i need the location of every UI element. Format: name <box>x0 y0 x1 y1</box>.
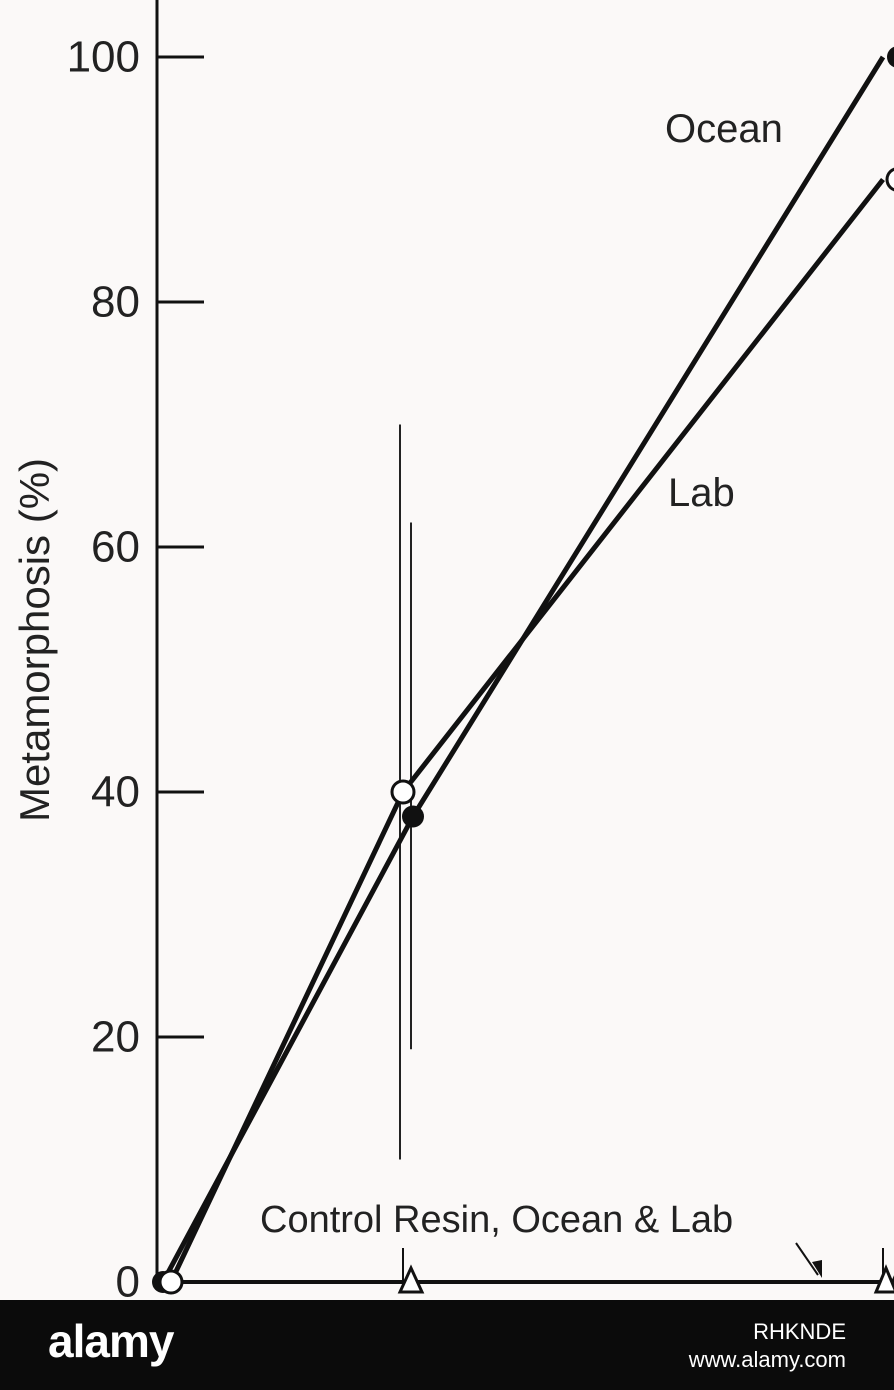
series-line-ocean <box>160 55 886 1284</box>
chart-svg: 0 20 40 60 80 100 Metamorphosis (%) Ocean Lab… <box>11 0 894 1301</box>
data-point-ocean <box>887 46 894 68</box>
y-tick-label: 100 <box>67 33 140 82</box>
watermark-url: www.alamy.com <box>688 1347 846 1372</box>
data-point-ocean <box>402 805 424 828</box>
series-lines <box>160 55 886 1284</box>
y-tick-label: 40 <box>91 768 140 817</box>
chart-area: 0 20 40 60 80 100 Metamorphosis (%) Ocean Lab… <box>11 0 894 1301</box>
y-tick-label: 80 <box>91 278 140 327</box>
watermark-logo: alamy <box>48 1315 174 1367</box>
data-point-lab <box>390 779 416 805</box>
series-line-lab <box>168 177 885 1284</box>
control-annotation-arrowhead <box>812 1260 822 1278</box>
control-annotation-arrow <box>795 1242 819 1276</box>
watermark-info: RHKNDE www.alamy.com <box>689 1318 846 1374</box>
data-point-lab <box>158 1269 184 1295</box>
watermark-image-id: RHKNDE <box>753 1319 846 1344</box>
axis-layer: 0 20 40 60 80 100 Metamorphosis (%) <box>11 0 884 1301</box>
data-point-control <box>873 1264 894 1294</box>
data-point-control <box>397 1264 425 1294</box>
data-point-lab <box>885 167 894 192</box>
series-label-ocean: Ocean <box>665 107 783 151</box>
series-label-control: Control Resin, Ocean & Lab <box>260 1199 733 1241</box>
series-label-lab: Lab <box>668 471 735 515</box>
y-ticks: 0 20 40 60 80 100 <box>67 33 884 1301</box>
y-tick-label: 0 <box>116 1258 140 1301</box>
y-axis-label: Metamorphosis (%) <box>11 458 58 822</box>
y-tick-label: 20 <box>91 1013 140 1062</box>
data-markers <box>152 46 894 1295</box>
watermark-bar: alamy RHKNDE www.alamy.com <box>0 1300 894 1390</box>
y-tick-label: 60 <box>91 523 140 572</box>
series-labels: Ocean Lab Control Resin, Ocean & Lab <box>260 107 822 1278</box>
